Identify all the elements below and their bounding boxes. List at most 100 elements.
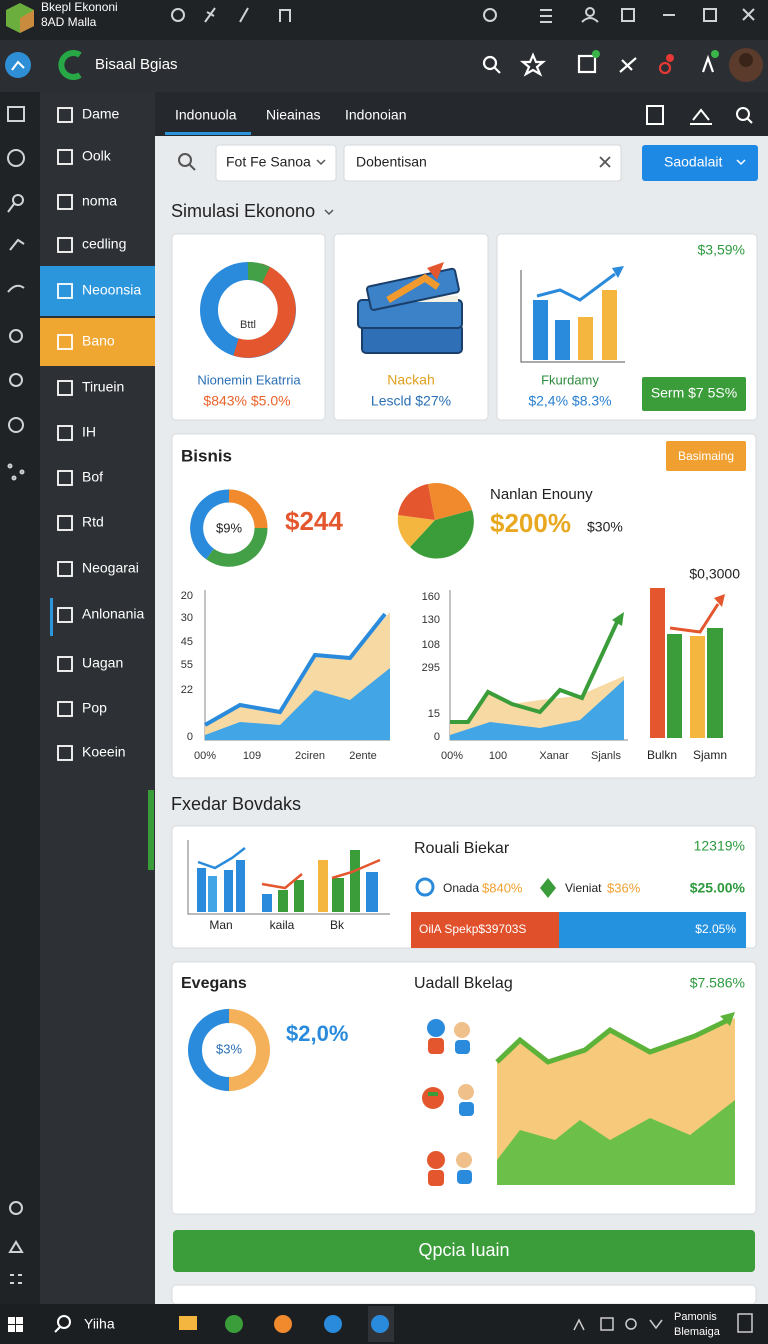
- sidebar-item[interactable]: noma: [82, 193, 117, 209]
- pie-note: $30%: [587, 519, 623, 535]
- bar-illustration-part: [602, 290, 617, 360]
- tab[interactable]: Indonuola: [175, 107, 237, 123]
- sidebar-icon: [57, 656, 73, 672]
- icon-rail-part-part: [9, 373, 23, 387]
- taskbar-search[interactable]: Yiiha: [84, 1316, 115, 1332]
- card-label: Nionemin Ekatrria: [197, 372, 301, 387]
- feedback-section-part: [224, 870, 233, 912]
- donut-part: [233, 263, 296, 358]
- search-input[interactable]: [343, 144, 622, 182]
- feedback-section-part: [236, 860, 245, 912]
- sidebar-item[interactable]: Tiruein: [82, 379, 124, 395]
- evegans-card-part: [720, 1012, 735, 1026]
- sidebar-icon: [57, 334, 73, 350]
- sidebar-item[interactable]: Oolk: [82, 148, 112, 164]
- sidebar-item[interactable]: Pop: [82, 700, 107, 716]
- pie-title: Nanlan Enouny: [490, 486, 593, 503]
- title-bar: Bkepl Ekononi 8AD Malla: [0, 0, 768, 40]
- sidebar-active: [40, 266, 155, 316]
- pie-value: $200%: [490, 508, 571, 538]
- bisnis-card-part: [650, 588, 665, 738]
- tick-label: 00%: [441, 750, 463, 762]
- dropdown[interactable]: [215, 144, 337, 182]
- taskbar-part-part: [573, 1318, 585, 1331]
- action-button[interactable]: [173, 1230, 755, 1272]
- icon-rail-part-part: [11, 475, 17, 481]
- chart-title: Uadall Bkelag: [414, 975, 513, 992]
- sidebar-part: [148, 790, 154, 870]
- app-header-part: [482, 52, 715, 77]
- taskbar-part-part: [8, 1317, 15, 1324]
- card-label: Fkurdamy: [541, 372, 599, 387]
- taskbar-part-part: [625, 1318, 637, 1330]
- row-text: Onada: [443, 881, 479, 895]
- tick-label: 55: [181, 659, 193, 671]
- icon-rail-part-part: [8, 1240, 24, 1253]
- app-header-part: [592, 50, 600, 58]
- sidebar-item[interactable]: cedling: [82, 236, 126, 252]
- bisnis-card-part-part: [206, 527, 268, 567]
- taskbar-part-part: [57, 1315, 71, 1329]
- tick-label: Xanar: [539, 750, 569, 762]
- people-icons: [422, 1019, 474, 1186]
- evegans-card-part: [495, 1017, 730, 1065]
- taskbar-part: [8, 1317, 23, 1332]
- bisnis-card-part: [205, 668, 390, 740]
- card-title: Evegans: [181, 975, 247, 992]
- feedback-section-part: [331, 858, 381, 880]
- taskbar-part: [274, 1315, 292, 1333]
- sidebar-item[interactable]: Rtd: [82, 514, 104, 530]
- tick-label: 2ente: [349, 750, 377, 762]
- feedback-section-part: [294, 880, 304, 912]
- sidebar-item[interactable]: Dame: [82, 106, 120, 122]
- sidebar-item[interactable]: Bof: [82, 469, 103, 485]
- sidebar-item[interactable]: Neogarai: [82, 560, 139, 576]
- sidebar-icon: [57, 380, 73, 396]
- feedback-section-part: [187, 840, 390, 915]
- bar-illustration-part: [533, 300, 548, 360]
- search-button[interactable]: [642, 145, 758, 181]
- sidebar-item[interactable]: Bano: [82, 333, 115, 349]
- icon-rail-part-part: [9, 1201, 23, 1215]
- app-header-part: [0, 40, 768, 92]
- feedback-section-part: [540, 878, 556, 898]
- search-row: Fot Fe Sanoa Dobentisan Saodalait: [178, 144, 758, 182]
- evegans-card-part-part: [228, 1009, 270, 1091]
- bisnis-card-part: [669, 603, 720, 634]
- feedback-section-part: [261, 873, 303, 890]
- icon-rail-part-part: [9, 329, 23, 343]
- row-text: Vieniat: [565, 881, 602, 895]
- simulation-section-part: [324, 209, 334, 216]
- bisnis-card-part-part: [190, 489, 230, 560]
- row-value: $25.00%: [690, 880, 746, 896]
- sidebar-icon: [57, 107, 73, 123]
- app-header-part-part: [701, 54, 715, 73]
- section-heading: Simulasi Ekonono: [171, 201, 315, 221]
- sidebar-item[interactable]: Uagan: [82, 655, 123, 671]
- app-header-part-part: [658, 61, 672, 75]
- sidebar-item[interactable]: Neoonsia: [82, 282, 141, 298]
- sidebar-item[interactable]: Koeein: [82, 744, 126, 760]
- app-header-part: [739, 53, 753, 67]
- tab[interactable]: Indonoian: [345, 107, 407, 123]
- card-button[interactable]: [642, 377, 746, 411]
- feedback-section-part: [332, 878, 344, 912]
- search-button-text: Saodalait: [664, 154, 722, 170]
- taskbar-part-part: [16, 1325, 23, 1332]
- sidebar-item[interactable]: IH: [82, 424, 96, 440]
- simulation-section-part: [496, 233, 758, 421]
- app-header: Bisaal Bgias: [0, 40, 768, 92]
- bisnis-card-part: [690, 636, 705, 738]
- sidebar-item[interactable]: Anlonania: [82, 606, 144, 622]
- title-bar-part-part: [581, 17, 599, 23]
- feedback-section-part: [278, 890, 288, 912]
- bisnis-card-part: [204, 612, 387, 727]
- badge[interactable]: [666, 441, 746, 471]
- sidebar-icon: [57, 470, 73, 486]
- x-tick-label: Sjamn: [693, 748, 727, 762]
- window-subtitle: 8AD Malla: [41, 15, 97, 29]
- bar-illustration-part: [612, 266, 624, 278]
- tab[interactable]: Nieainas: [266, 107, 320, 123]
- tick-label: 0: [434, 731, 440, 743]
- search-row-part: [736, 159, 746, 166]
